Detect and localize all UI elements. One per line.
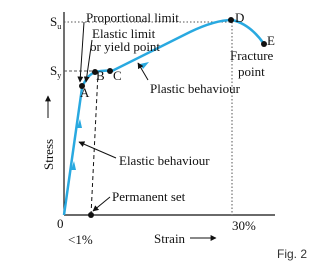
su-label: Su (50, 14, 61, 31)
proportional-label: Proportional limit (86, 10, 179, 25)
fracture-label: Fracture (230, 48, 274, 63)
plastic-label: Plastic behaviour (150, 81, 241, 96)
x-small-label: <1% (68, 232, 93, 247)
point-e (261, 41, 267, 47)
arrow-proportional (77, 21, 85, 83)
arrow-elastic (78, 141, 117, 159)
elastic-limit-label: Elastic limit (92, 26, 156, 41)
arrow-permanent (92, 196, 111, 212)
point-label: A (80, 85, 90, 100)
x-large-label: 30% (232, 218, 256, 233)
y-axis-label: Stress (41, 139, 56, 170)
elastic-label: Elastic behaviour (119, 153, 210, 168)
point-b (92, 69, 98, 75)
x-axis-label: Strain (154, 231, 186, 246)
arrow-elastic-limit (83, 39, 93, 83)
point-label: E (267, 33, 275, 48)
point-c (107, 68, 113, 74)
unload-line (90, 72, 99, 216)
permanent-label: Permanent set (112, 189, 186, 204)
points (79, 17, 267, 218)
sy-label: Sy (50, 63, 61, 80)
point-label: C (113, 68, 122, 83)
caption: Fig. 2 (277, 247, 307, 261)
fracture-label: point (238, 64, 265, 79)
curve-arrows (71, 119, 82, 170)
arrow-plastic (137, 62, 149, 81)
point-a (79, 83, 85, 89)
annotation-arrows (45, 21, 217, 241)
point-label: B (96, 68, 105, 83)
elastic-limit-label: or yield point (90, 39, 160, 54)
point-d (228, 17, 234, 23)
point-label: D (235, 10, 244, 25)
origin-label: 0 (57, 216, 64, 231)
point-permanent (88, 212, 94, 218)
